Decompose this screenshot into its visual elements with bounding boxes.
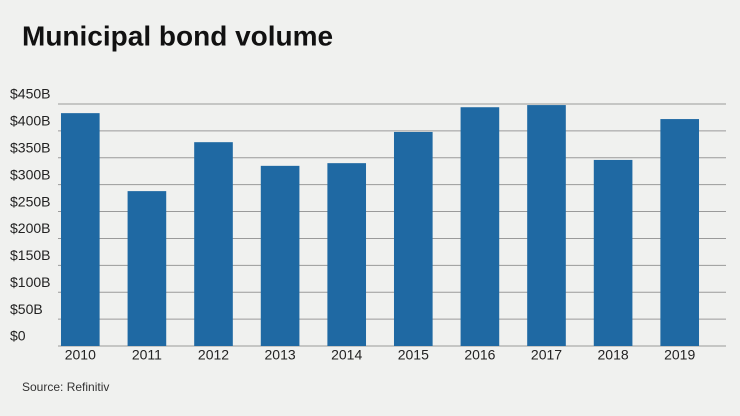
bar bbox=[660, 119, 700, 347]
x-tick-label: 2013 bbox=[265, 347, 296, 363]
y-tick-label: $300B bbox=[10, 166, 50, 182]
bar bbox=[460, 107, 500, 346]
x-tick-label: 2017 bbox=[531, 347, 562, 363]
y-tick-label: $100B bbox=[10, 274, 50, 290]
y-tick-label: $50B bbox=[10, 301, 43, 317]
x-tick-label: 2014 bbox=[331, 347, 362, 363]
bar bbox=[593, 159, 633, 346]
chart-title: Municipal bond volume bbox=[22, 20, 333, 51]
source-note: Source: Refinitiv bbox=[22, 380, 109, 394]
bar bbox=[393, 131, 433, 346]
bar bbox=[327, 163, 367, 346]
bar bbox=[60, 113, 100, 347]
x-tick-label: 2018 bbox=[598, 347, 629, 363]
y-tick-label: $0 bbox=[10, 328, 26, 344]
y-tick-label: $200B bbox=[10, 220, 50, 236]
y-tick-label: $150B bbox=[10, 247, 50, 263]
y-tick-label: $350B bbox=[10, 139, 50, 155]
bar bbox=[527, 105, 566, 346]
x-tick-label: 2019 bbox=[664, 347, 695, 363]
x-tick-label: 2011 bbox=[132, 347, 162, 363]
x-tick-label: 2012 bbox=[198, 347, 229, 363]
x-tick-label: 2016 bbox=[464, 347, 495, 363]
y-tick-label: $450B bbox=[10, 86, 50, 102]
x-tick-label: 2010 bbox=[65, 347, 96, 363]
y-tick-label: $400B bbox=[10, 113, 50, 129]
bar bbox=[194, 142, 233, 346]
bar bbox=[127, 191, 167, 346]
bar bbox=[260, 165, 300, 346]
x-tick-label: 2015 bbox=[398, 347, 429, 363]
y-tick-label: $250B bbox=[10, 193, 50, 209]
